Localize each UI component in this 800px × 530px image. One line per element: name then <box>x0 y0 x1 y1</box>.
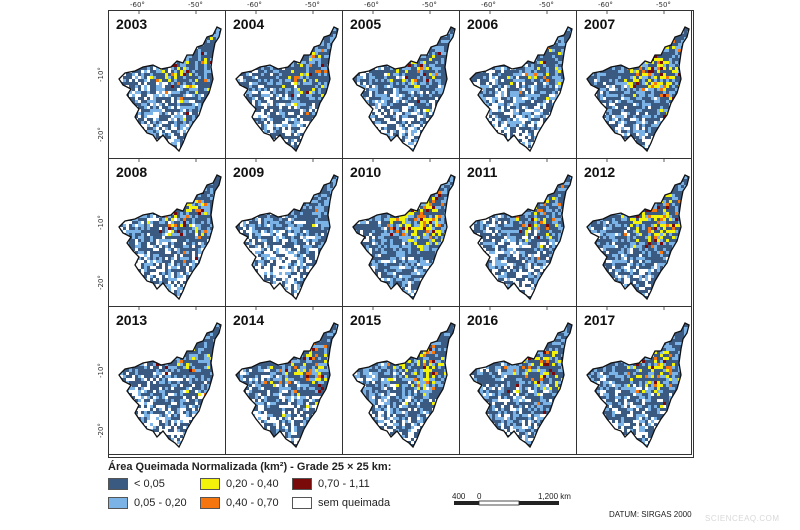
map-panel-2006: 2006 <box>460 11 577 159</box>
map-panel-2008: 2008 <box>109 159 226 307</box>
map-panel-2013: 2013 <box>109 307 226 455</box>
watermark: SCIENCEAQ.COM <box>705 514 780 523</box>
latitude-tick-label: -20° <box>97 423 105 438</box>
longitude-tick-label: -60° <box>247 1 262 9</box>
panel-year-label: 2006 <box>467 16 499 32</box>
map-panel-2014: 2014 <box>226 307 343 455</box>
legend-swatch <box>200 478 220 490</box>
legend-item-very-high: 0,70 - 1,11 <box>292 477 370 491</box>
panel-year-label: 2016 <box>467 312 499 328</box>
panel-year-label: 2007 <box>584 16 616 32</box>
longitude-tick-label: -50° <box>656 1 671 9</box>
region-map <box>469 11 573 153</box>
region-map <box>235 307 339 449</box>
map-panel-2010: 2010 <box>343 159 460 307</box>
legend-item-low: 0,05 - 0,20 <box>108 496 187 510</box>
map-panel-grid: 2003 2004 2005 2006 2007 2008 2009 2010 2011 2012… <box>108 10 694 458</box>
longitude-tick-label: -50° <box>305 1 320 9</box>
panel-year-label: 2014 <box>233 312 265 328</box>
panel-year-label: 2017 <box>584 312 616 328</box>
panel-year-label: 2011 <box>467 164 498 180</box>
longitude-tick-label: -60° <box>130 1 145 9</box>
map-panel-2009: 2009 <box>226 159 343 307</box>
map-panel-2003: 2003 <box>109 11 226 159</box>
legend-item-medium: 0,20 - 0,40 <box>200 477 279 491</box>
latitude-tick-label: -10° <box>97 215 105 230</box>
legend-swatch <box>292 497 312 509</box>
legend-item-no-burn: sem queimada <box>292 496 390 510</box>
legend-title: Área Queimada Normalizada (km²) - Grade … <box>108 461 392 473</box>
legend-label: 0,05 - 0,20 <box>134 497 187 509</box>
legend-swatch <box>108 497 128 509</box>
longitude-tick-label: -60° <box>598 1 613 9</box>
legend-label: 0,40 - 0,70 <box>226 497 279 509</box>
map-panel-2004: 2004 <box>226 11 343 159</box>
region-map <box>469 159 573 301</box>
map-panel-2005: 2005 <box>343 11 460 159</box>
panel-year-label: 2005 <box>350 16 382 32</box>
longitude-tick-label: -50° <box>188 1 203 9</box>
scale-label-right: 1,200 km <box>538 492 571 501</box>
legend-item-very-low: < 0,05 <box>108 477 165 491</box>
region-map <box>118 307 222 449</box>
latitude-tick-label: -20° <box>97 127 105 142</box>
region-map <box>352 11 456 153</box>
longitude-tick-label: -50° <box>539 1 554 9</box>
map-panel-2007: 2007 <box>577 11 692 159</box>
panel-year-label: 2003 <box>116 16 148 32</box>
legend-label: sem queimada <box>318 497 391 509</box>
latitude-tick-label: -10° <box>97 67 105 82</box>
panel-year-label: 2015 <box>350 312 382 328</box>
panel-year-label: 2010 <box>350 164 382 180</box>
longitude-tick-label: -50° <box>422 1 437 9</box>
region-map <box>586 159 690 301</box>
legend-label: < 0,05 <box>134 478 165 490</box>
region-map <box>586 11 690 153</box>
datum-label: DATUM: SIRGAS 2000 <box>609 510 692 519</box>
region-map <box>352 159 456 301</box>
region-map <box>352 307 456 449</box>
region-map <box>469 307 573 449</box>
region-map <box>586 307 690 449</box>
legend-label: 0,70 - 1,11 <box>318 478 370 490</box>
panel-year-label: 2013 <box>116 312 148 328</box>
region-map <box>118 11 222 153</box>
map-panel-2011: 2011 <box>460 159 577 307</box>
scale-label-zero: 0 <box>477 492 482 501</box>
map-panel-2012: 2012 <box>577 159 692 307</box>
longitude-tick-label: -60° <box>364 1 379 9</box>
legend-swatch <box>292 478 312 490</box>
map-panel-2017: 2017 <box>577 307 692 455</box>
region-map <box>235 159 339 301</box>
scale-bar <box>454 500 559 506</box>
map-panel-2016: 2016 <box>460 307 577 455</box>
map-panel-2015: 2015 <box>343 307 460 455</box>
panel-year-label: 2008 <box>116 164 148 180</box>
latitude-tick-label: -10° <box>97 363 105 378</box>
panel-year-label: 2004 <box>233 16 265 32</box>
latitude-tick-label: -20° <box>97 275 105 290</box>
region-map <box>118 159 222 301</box>
legend-label: 0,20 - 0,40 <box>226 478 279 490</box>
legend-swatch <box>108 478 128 490</box>
region-map <box>235 11 339 153</box>
panel-year-label: 2012 <box>584 164 616 180</box>
scale-label-left: 400 <box>452 492 466 501</box>
longitude-tick-label: -60° <box>481 1 496 9</box>
legend-item-high: 0,40 - 0,70 <box>200 496 279 510</box>
legend-swatch <box>200 497 220 509</box>
panel-year-label: 2009 <box>233 164 265 180</box>
